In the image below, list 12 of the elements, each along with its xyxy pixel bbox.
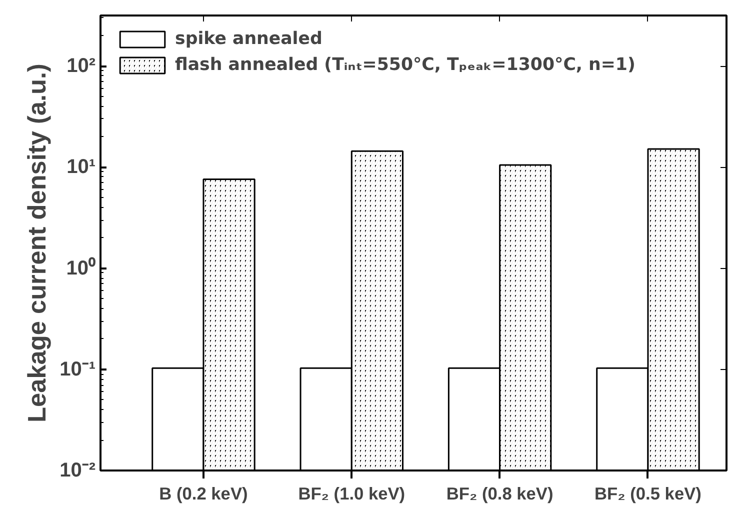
x-tick-label: BF₂ (0.5 keV) [594, 484, 702, 504]
x-tick-label: BF₂ (1.0 keV) [298, 484, 406, 504]
x-tick-label: B (0.2 keV) [159, 484, 248, 504]
y-tick-label: 10⁻² [60, 460, 96, 482]
y-tick-label: 10⁻¹ [60, 358, 96, 380]
y-axis-title: Leakage current density (a.u.) [24, 64, 52, 422]
x-tick-label: BF₂ (0.8 keV) [446, 484, 554, 504]
y-tick-label: 10² [66, 55, 96, 78]
y-tick-label: 10⁰ [66, 256, 96, 280]
legend-label: spike annealed [175, 29, 322, 49]
legend-label: flash annealed (Tᵢₙₜ=550°C, Tₚₑₐₖ=1300°C, n=1) [175, 55, 636, 75]
y-tick-label: 10¹ [66, 156, 96, 178]
